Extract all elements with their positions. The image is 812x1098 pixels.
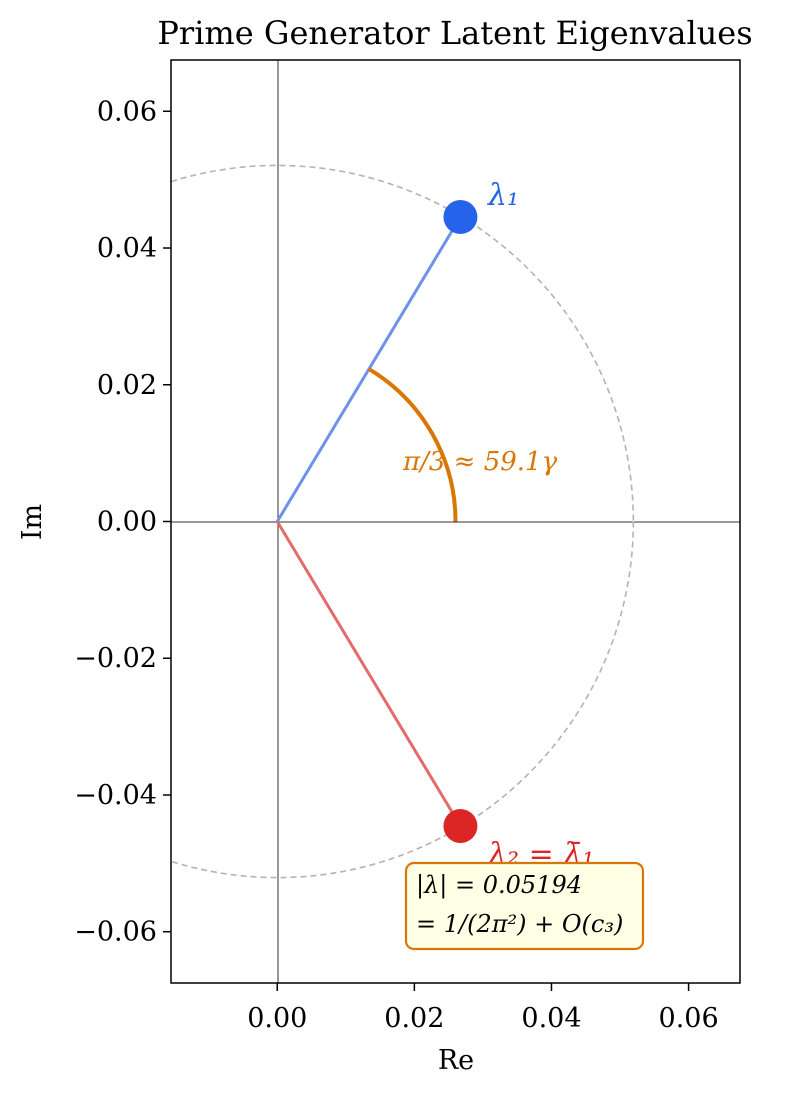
magnitude-circle xyxy=(171,164,635,879)
annotation-line-2: = 1/(2π²) + O(c₃) xyxy=(416,910,623,938)
y-tick-label: −0.06 xyxy=(74,917,157,948)
y-tick-label: −0.02 xyxy=(74,643,157,674)
y-axis-label: Im xyxy=(17,504,48,540)
annotation-line-1: |λ| = 0.05194 xyxy=(416,871,582,900)
angle-arc xyxy=(367,367,458,522)
lambda-2-ray xyxy=(275,520,462,827)
lambda-1-ray xyxy=(275,216,462,523)
lambda-2-point xyxy=(443,809,478,844)
x-tick-label: 0.04 xyxy=(521,1003,581,1034)
chart-title: Prime Generator Latent Eigenvalues xyxy=(157,14,752,52)
lambda-1-point xyxy=(443,199,478,234)
y-tick-label: 0.02 xyxy=(97,370,157,401)
x-axis-label: Re xyxy=(438,1045,474,1076)
x-tick-label: 0.06 xyxy=(659,1003,719,1034)
annotation-box: |λ| = 0.05194 = 1/(2π²) + O(c₃) xyxy=(404,861,645,951)
y-tick-label: 0.04 xyxy=(97,233,157,264)
y-axis-ticks: 0.06 0.04 0.02 0.00 −0.02 −0.04 −0.06 xyxy=(74,96,171,948)
x-tick-label: 0.00 xyxy=(247,1003,307,1034)
angle-arc-label: π/3 ≈ 59.1γ xyxy=(402,447,558,477)
annotation-box-frame xyxy=(404,861,645,951)
lambda-1-label: λ₁ xyxy=(487,178,519,213)
y-tick-label: 0.00 xyxy=(97,507,157,538)
x-axis-ticks: 0.00 0.02 0.04 0.06 xyxy=(247,983,719,1034)
x-tick-label: 0.02 xyxy=(384,1003,444,1034)
y-tick-label: 0.06 xyxy=(97,96,157,127)
y-tick-label: −0.04 xyxy=(74,780,157,811)
